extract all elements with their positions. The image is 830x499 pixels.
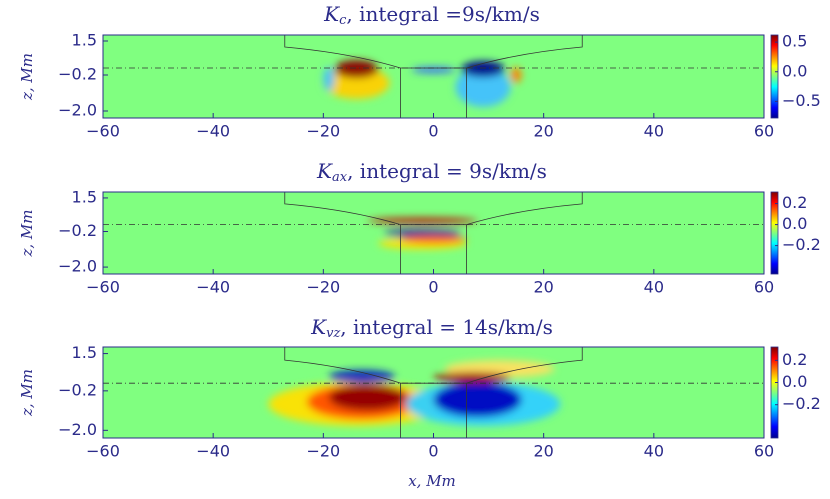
- colorbar-tick-label: 0.0: [782, 214, 807, 233]
- colorbar: [770, 191, 779, 275]
- x-tick-label: −40: [196, 122, 230, 141]
- x-tick-label: −60: [86, 122, 120, 141]
- title-symbol: K: [316, 159, 333, 183]
- x-tick-label: −60: [86, 278, 120, 297]
- field-feature: [334, 60, 379, 78]
- y-tick-label: 1.5: [72, 31, 97, 50]
- x-tick-label: −20: [306, 442, 340, 461]
- x-tick-label: −60: [86, 442, 120, 461]
- field-feature: [510, 67, 522, 83]
- x-tick-label: 0: [428, 278, 438, 297]
- title-text: , integral = 9s/km/s: [347, 159, 547, 183]
- title-subscript: c: [339, 13, 347, 28]
- y-axis-label: z, Mm: [18, 209, 36, 257]
- title-symbol: K: [323, 2, 340, 26]
- x-tick-label: 40: [644, 442, 664, 461]
- field-feature: [461, 61, 506, 77]
- colorbar-tick-label: 0.2: [782, 193, 807, 212]
- boundary-curve: [284, 347, 583, 384]
- boundary-curve: [284, 35, 583, 69]
- title-symbol: K: [310, 315, 327, 339]
- y-tick-label: −2.0: [58, 257, 97, 276]
- x-tick-label: 60: [754, 442, 774, 461]
- x-tick-label: −40: [196, 442, 230, 461]
- title-subscript: ax: [332, 170, 348, 185]
- y-tick-label: 1.5: [72, 343, 97, 362]
- x-axis-label: x, Mm: [408, 472, 456, 490]
- field-feature: [383, 229, 462, 238]
- heatmap-field: [103, 192, 764, 274]
- panel-title: Kvz, integral = 14s/km/s: [310, 315, 553, 341]
- field-feature: [328, 384, 406, 411]
- y-tick-label: 1.5: [72, 187, 97, 206]
- x-tick-label: 20: [533, 442, 553, 461]
- panel-title: Kax, integral = 9s/km/s: [316, 159, 547, 185]
- x-tick-label: −20: [306, 122, 340, 141]
- colorbar-tick-label: 0.2: [782, 350, 807, 369]
- colorbar-tick-label: −0.2: [782, 235, 821, 254]
- boundary-curve: [284, 192, 583, 226]
- y-tick-label: −0.2: [58, 65, 97, 84]
- x-tick-label: 60: [754, 278, 774, 297]
- x-tick-label: 0: [428, 122, 438, 141]
- x-tick-label: 0: [428, 442, 438, 461]
- panel-title: Kc, integral =9s/km/s: [323, 2, 540, 28]
- colorbar-tick-label: 0.0: [782, 372, 807, 391]
- colorbar-tick-label: 0.0: [782, 61, 807, 80]
- field-feature: [400, 235, 467, 244]
- x-tick-label: 20: [533, 122, 553, 141]
- field-feature: [433, 382, 522, 418]
- colorbar-tick-label: 0.5: [782, 32, 807, 51]
- x-tick-label: −20: [306, 278, 340, 297]
- colorbar: [770, 346, 779, 439]
- heatmap-field: [103, 347, 764, 438]
- title-text: , integral =9s/km/s: [346, 2, 539, 26]
- field-feature: [328, 370, 395, 384]
- heatmap-field: [103, 35, 764, 118]
- heatmap-blobs: [323, 60, 522, 107]
- field-feature: [455, 67, 511, 107]
- title-text: , integral = 14s/km/s: [340, 315, 553, 339]
- heatmap-background: [103, 35, 764, 118]
- y-axis-label: z, Mm: [18, 369, 36, 417]
- y-tick-label: −0.2: [58, 380, 97, 399]
- x-tick-label: 20: [533, 278, 553, 297]
- y-tick-label: −2.0: [58, 420, 97, 439]
- y-tick-label: −2.0: [58, 101, 97, 120]
- x-tick-label: −40: [196, 278, 230, 297]
- heatmap-blobs: [268, 360, 561, 426]
- x-tick-label: 40: [644, 122, 664, 141]
- colorbar-tick-label: −0.5: [782, 91, 821, 110]
- field-feature: [433, 372, 511, 384]
- y-axis-label: z, Mm: [18, 53, 36, 101]
- y-tick-label: −0.2: [58, 221, 97, 240]
- field-feature: [411, 67, 456, 73]
- field-feature: [323, 67, 335, 91]
- colorbar: [770, 34, 779, 119]
- title-subscript: vz: [326, 326, 340, 341]
- colorbar-tick-label: −0.2: [782, 394, 821, 413]
- field-feature: [323, 67, 390, 99]
- x-tick-label: 60: [754, 122, 774, 141]
- x-tick-label: 40: [644, 278, 664, 297]
- field-feature: [367, 217, 478, 224]
